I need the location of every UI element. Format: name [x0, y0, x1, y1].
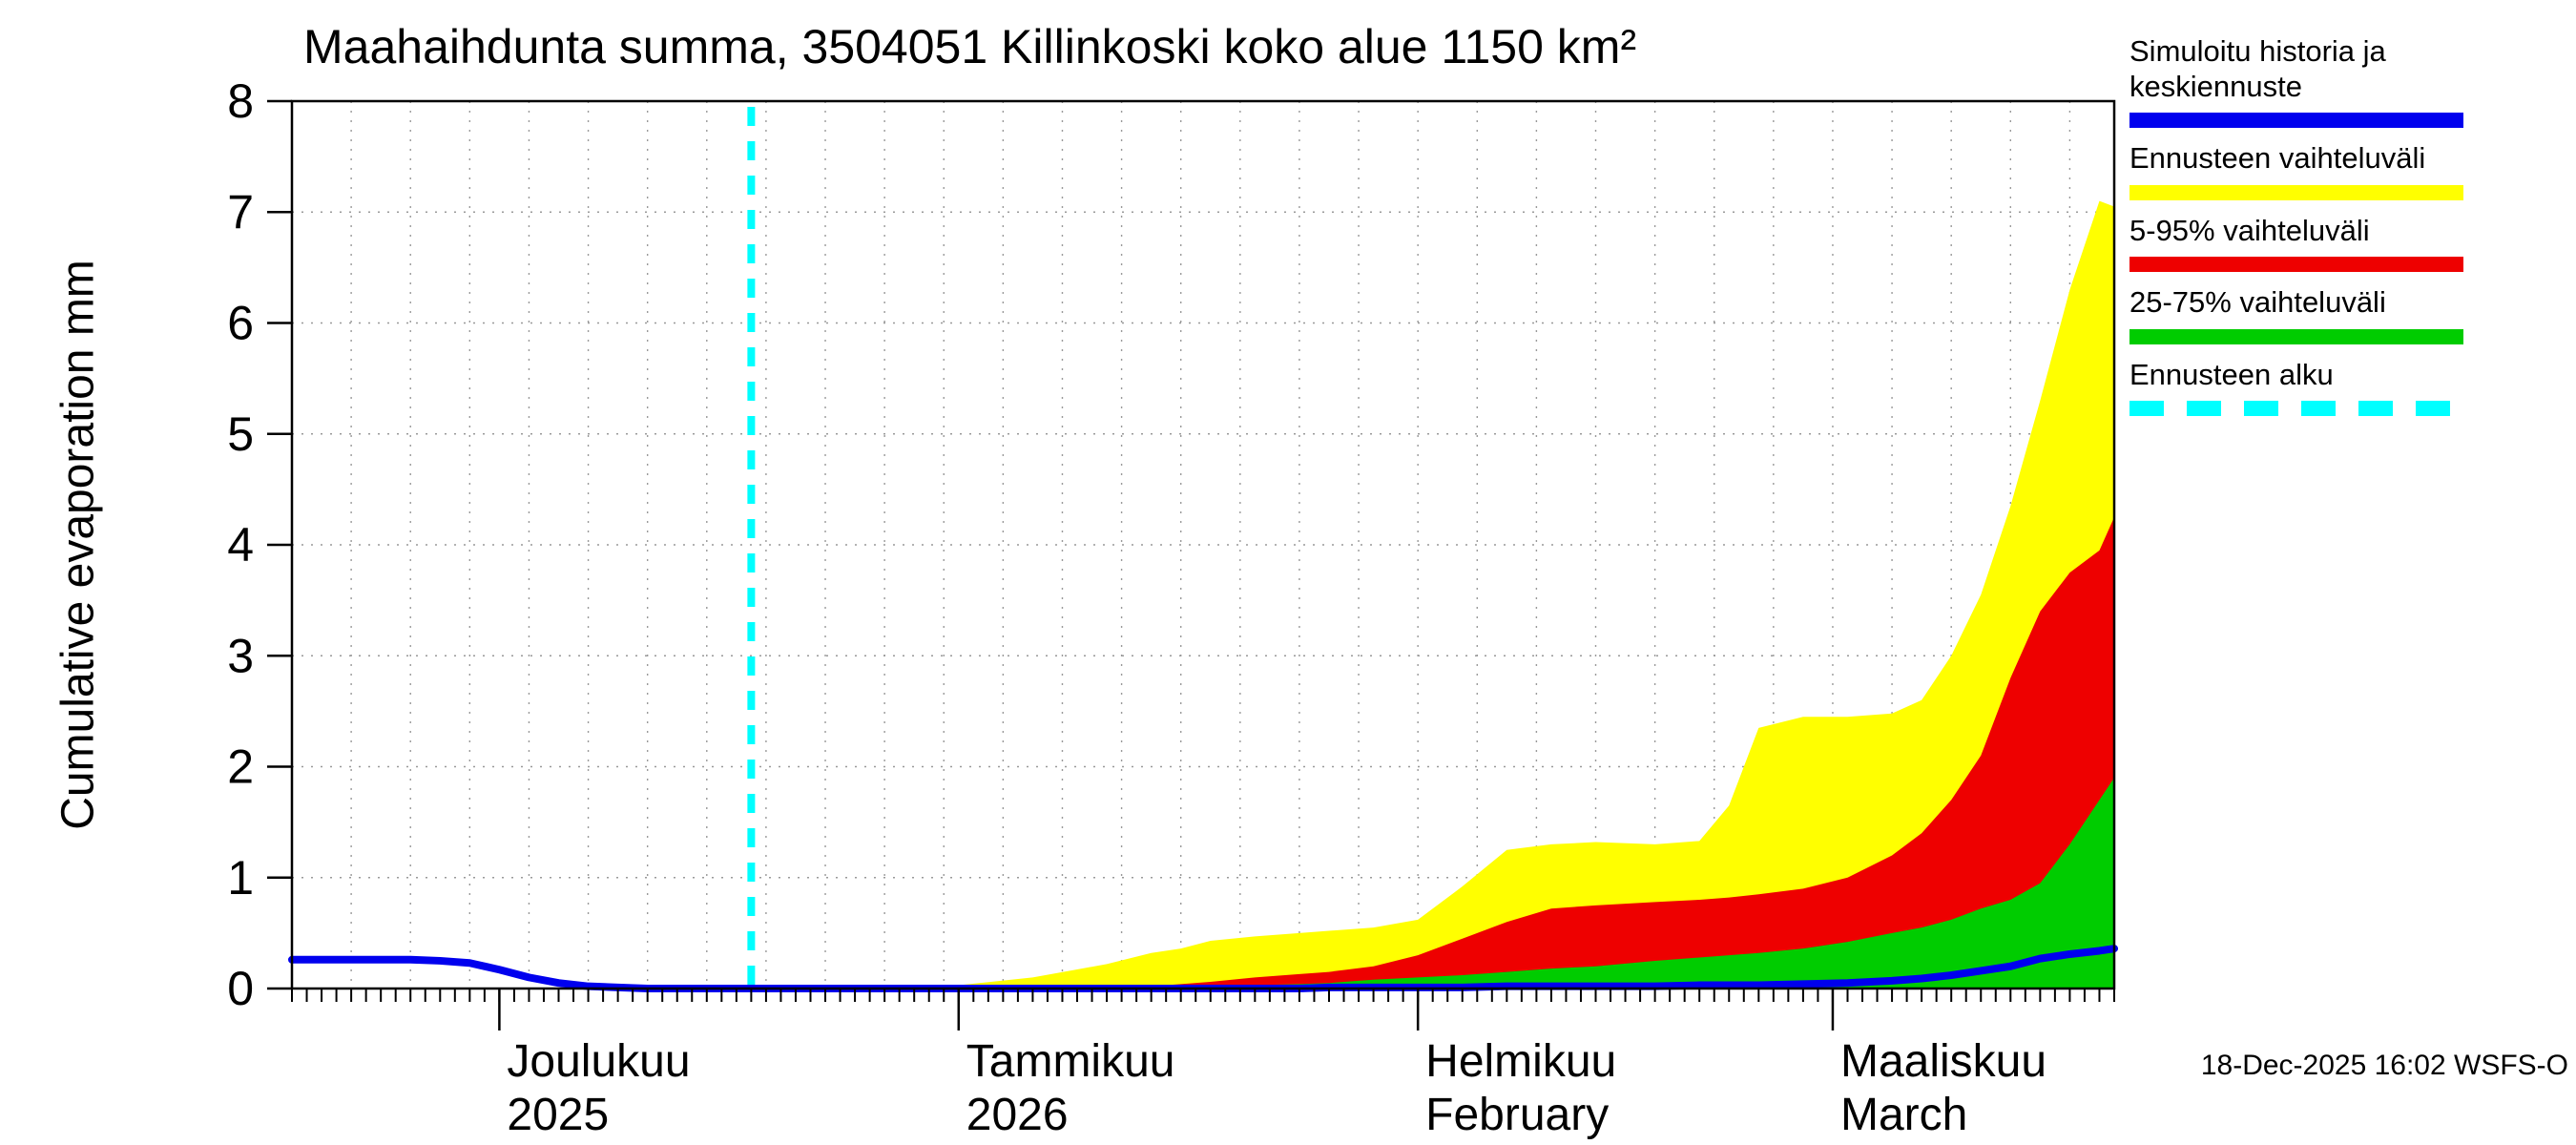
svg-text:3: 3	[227, 629, 254, 682]
svg-text:4: 4	[227, 518, 254, 572]
y-axis-title: Cumulative evaporation mm	[52, 260, 104, 830]
svg-text:7: 7	[227, 185, 254, 239]
svg-text:Joulukuu: Joulukuu	[507, 1036, 690, 1087]
legend-label: Ennusteen alku	[2129, 357, 2334, 391]
legend-label: 5-95% vaihteluväli	[2129, 213, 2370, 247]
svg-text:February: February	[1425, 1090, 1609, 1140]
legend-item-forecast-range: Ennusteen vaihteluväli	[2129, 141, 2463, 200]
forecast-start-swatch	[2129, 401, 2463, 417]
svg-text:2025: 2025	[507, 1090, 609, 1140]
svg-text:Maaliskuu: Maaliskuu	[1840, 1036, 2046, 1087]
svg-text:Helmikuu: Helmikuu	[1425, 1036, 1616, 1087]
legend-item-25-75: 25-75% vaihteluväli	[2129, 285, 2463, 344]
chart-title: Maahaihdunta summa, 3504051 Killinkoski …	[303, 20, 1637, 73]
legend-label: Ennusteen vaihteluväli	[2129, 141, 2426, 176]
legend-item-history: Simuloitu historia ja keskiennuste	[2129, 34, 2463, 129]
svg-text:March: March	[1840, 1090, 1967, 1140]
legend-label: Simuloitu historia ja keskiennuste	[2129, 34, 2386, 103]
band-5-95-swatch	[2129, 257, 2463, 273]
legend-label: 25-75% vaihteluväli	[2129, 285, 2386, 320]
y-tick-labels: 0 1 2 3 4 5 6 7 8	[227, 74, 254, 1015]
forecast-bands	[751, 200, 2115, 989]
band-25-75-swatch	[2129, 328, 2463, 344]
legend-item-forecast-start: Ennusteen alku	[2129, 358, 2463, 417]
svg-text:1: 1	[227, 851, 254, 905]
forecast-range-swatch	[2129, 184, 2463, 200]
svg-text:8: 8	[227, 74, 254, 128]
legend-item-5-95: 5-95% vaihteluväli	[2129, 214, 2463, 273]
svg-text:0: 0	[227, 962, 254, 1015]
svg-text:2: 2	[227, 740, 254, 794]
svg-text:2026: 2026	[966, 1090, 1069, 1140]
svg-text:Tammikuu: Tammikuu	[966, 1036, 1175, 1087]
svg-text:6: 6	[227, 297, 254, 350]
svg-text:5: 5	[227, 407, 254, 461]
axis-ticks	[267, 99, 2115, 1002]
legend: Simuloitu historia ja keskiennuste Ennus…	[2129, 25, 2463, 429]
history-line-swatch	[2129, 113, 2463, 129]
timestamp: 18-Dec-2025 16:02 WSFS-O	[2200, 1050, 2568, 1081]
